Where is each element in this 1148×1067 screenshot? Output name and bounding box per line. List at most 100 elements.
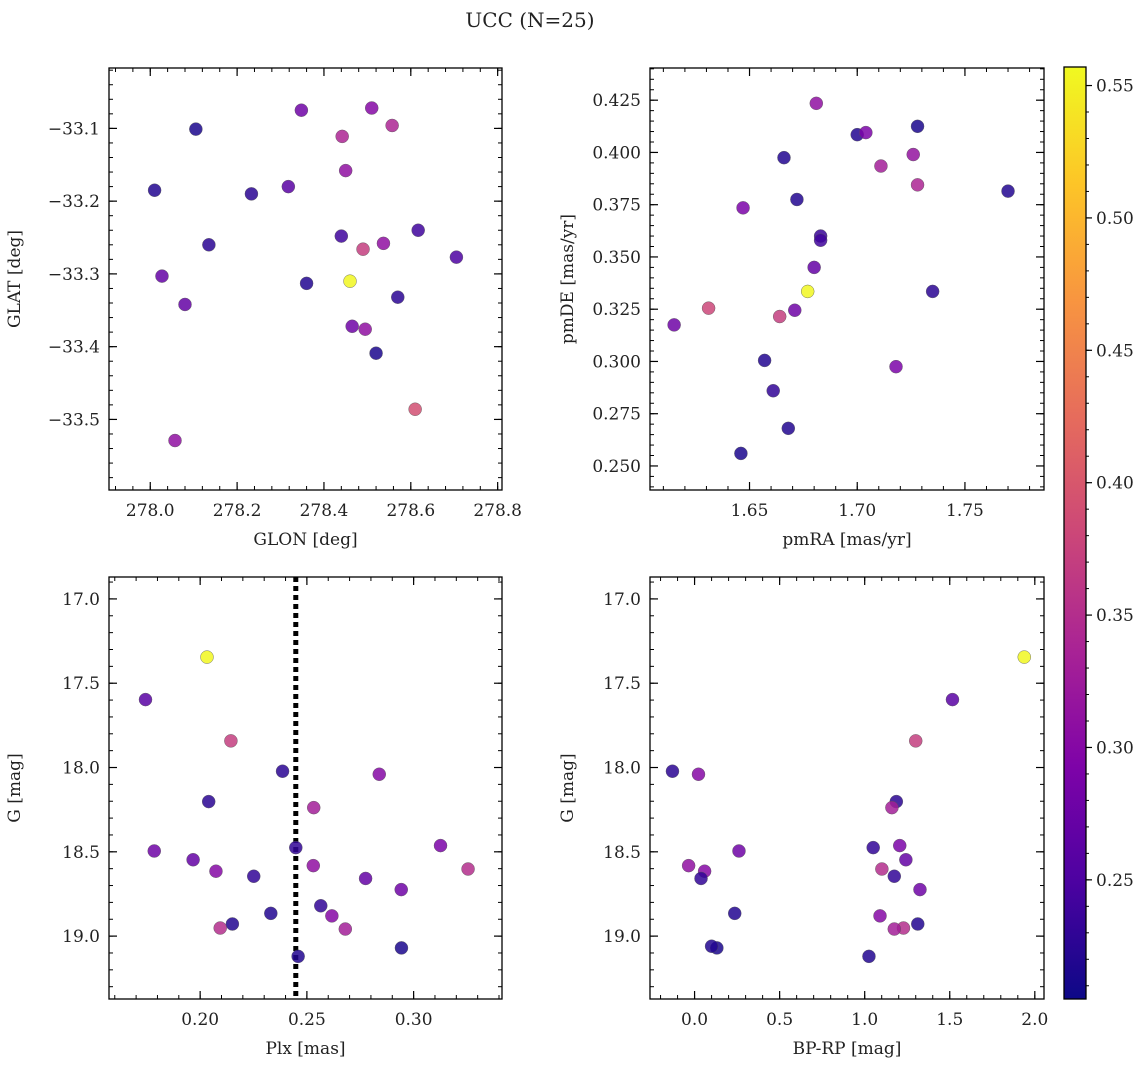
axes-frame: [649, 576, 1045, 1000]
data-point: [294, 103, 309, 117]
data-point: [224, 734, 238, 748]
y-tick-label: 17.0: [603, 590, 641, 610]
data-point: [356, 242, 370, 256]
y-tick-label: −33.3: [48, 265, 100, 285]
data-point: [866, 840, 880, 855]
data-point: [325, 909, 339, 923]
data-point: [728, 906, 742, 921]
x-tick-label: 2.0: [1021, 1010, 1048, 1030]
y-tick-label: 0.250: [592, 457, 641, 477]
data-point: [335, 129, 349, 144]
data-point: [701, 301, 716, 315]
data-point: [781, 421, 795, 436]
data-point: [202, 238, 216, 252]
data-point: [338, 922, 353, 936]
x-tick-label: 0.0: [681, 1010, 708, 1030]
y-tick-label: 18.5: [62, 843, 100, 863]
x-tick-label: 0.5: [766, 1010, 793, 1030]
data-point: [889, 359, 903, 374]
data-point: [800, 284, 815, 299]
data-point: [772, 309, 787, 324]
y-tick-label: 18.0: [603, 759, 641, 779]
colorbar-tick-label: 0.40: [1096, 474, 1134, 494]
data-point: [289, 840, 303, 855]
colorbar-tick-label: 0.45: [1096, 341, 1134, 361]
colorbar: 0.25 0.30 0.35 0.40 0.45 0.50 0.55: [1063, 66, 1134, 1000]
data-point: [913, 882, 927, 897]
data-point: [757, 353, 772, 368]
y-tick-label: −33.2: [48, 192, 100, 212]
data-point: [358, 871, 373, 886]
y-tick-label: 0.325: [592, 300, 641, 320]
x-tick-label: 278.6: [386, 501, 435, 521]
data-point: [681, 858, 696, 873]
data-point: [291, 949, 305, 964]
x-tick-label: 278.4: [300, 501, 349, 521]
panel-glon-glat: 278.0 278.2 278.4 278.6 278.8 −33.1 −33.2 −33.3…: [5, 67, 522, 550]
axes-frame: [108, 576, 503, 1000]
x-tick-label: 0.25: [288, 1010, 326, 1030]
data-point: [376, 236, 391, 251]
data-point: [200, 650, 214, 664]
y-tick-label: 18.0: [62, 759, 100, 779]
panel-bprp-g: 0.0 0.5 1.0 1.5 2.0 17.0 17.5 18.0 18.5 19.0 BP-RP…: [558, 576, 1048, 1059]
data-point: [225, 917, 240, 931]
data-point: [691, 767, 706, 781]
x-tick-label: 278.2: [213, 501, 262, 521]
x-tick-label: 1.65: [731, 501, 769, 521]
data-point: [859, 125, 873, 140]
data-point: [433, 838, 448, 853]
y-tick-label: 19.0: [62, 927, 100, 947]
data-point: [275, 764, 290, 778]
x-axis-label: pmRA [mas/yr]: [782, 530, 911, 550]
data-point: [461, 862, 475, 876]
y-tick-label: 0.300: [592, 352, 641, 372]
data-point: [885, 800, 899, 815]
y-tick-label: 0.400: [592, 143, 641, 163]
y-tick-label: 0.375: [592, 196, 641, 216]
colorbar-frame: [1063, 66, 1087, 1000]
data-point: [306, 858, 320, 873]
y-axis-label: pmDE [mas/yr]: [558, 214, 578, 344]
y-tick-label: 19.0: [603, 927, 641, 947]
data-point: [945, 692, 960, 707]
data-point: [893, 838, 907, 853]
x-axis-label: BP-RP [mag]: [793, 1039, 902, 1059]
y-tick-label: 0.425: [592, 91, 641, 111]
panel-plx-g: 0.20 0.25 0.30 17.0 17.5 18.0 18.5 19.0 Plx [mas…: [5, 576, 503, 1059]
data-point: [790, 192, 804, 207]
data-point: [394, 882, 408, 897]
y-tick-label: 17.5: [62, 674, 100, 694]
axes-frame: [649, 67, 1045, 491]
data-point: [147, 844, 161, 858]
data-point: [873, 909, 887, 923]
data-point: [186, 853, 200, 867]
data-point: [813, 233, 828, 247]
x-tick-label: 278.8: [473, 501, 522, 521]
panel-pmra-pmde: 1.65 1.70 1.75 0.250 0.275 0.300 0.325 0.350 0.3…: [558, 67, 1045, 550]
data-point: [247, 869, 261, 883]
data-point: [906, 147, 920, 162]
data-point: [201, 794, 216, 809]
colorbar-tick-label: 0.55: [1096, 77, 1134, 97]
figure-title: UCC (N=25): [465, 8, 594, 32]
data-point: [788, 303, 802, 317]
data-point: [155, 269, 169, 283]
x-tick-label: 1.5: [936, 1010, 963, 1030]
x-tick-label: 0.30: [395, 1010, 433, 1030]
data-point: [343, 274, 357, 288]
data-point: [314, 899, 328, 913]
data-point: [213, 921, 227, 935]
data-point: [875, 862, 889, 876]
colorbar-tick-label: 0.35: [1096, 606, 1134, 626]
x-tick-label: 0.20: [181, 1010, 219, 1030]
data-point: [732, 844, 746, 858]
colorbar-tick-label: 0.30: [1096, 738, 1134, 758]
data-point: [925, 284, 940, 299]
data-point: [694, 871, 708, 886]
data-point: [862, 949, 876, 964]
data-point: [887, 922, 901, 936]
data-point: [910, 178, 925, 192]
data-point: [358, 322, 372, 336]
y-tick-label: −33.4: [48, 338, 100, 358]
